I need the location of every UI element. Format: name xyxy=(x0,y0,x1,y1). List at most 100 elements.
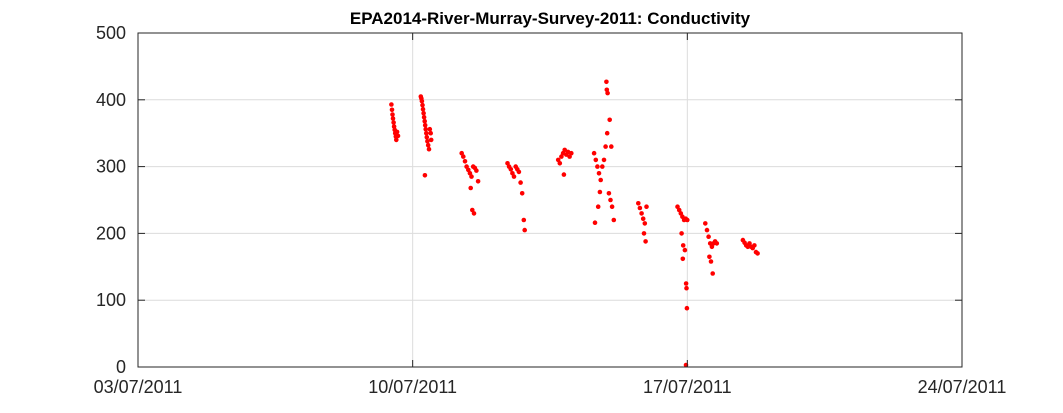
data-point xyxy=(390,116,396,121)
data-point xyxy=(609,204,615,209)
x-tick-label: 10/07/2011 xyxy=(368,377,457,397)
data-point xyxy=(604,130,610,136)
x-tick-label: 24/07/2011 xyxy=(918,377,1007,397)
plot-frame xyxy=(137,32,963,368)
data-point xyxy=(475,179,481,184)
data-point xyxy=(423,126,429,132)
data-point xyxy=(561,172,567,177)
data-point xyxy=(708,259,714,264)
data-point xyxy=(679,231,684,236)
x-tick-label: 17/07/2011 xyxy=(643,377,732,397)
data-point xyxy=(752,243,757,248)
data-point xyxy=(390,112,395,117)
data-point xyxy=(421,110,426,116)
data-point xyxy=(468,185,474,191)
data-point xyxy=(462,159,468,164)
x-tick-label: 03/07/2011 xyxy=(94,377,183,397)
data-point xyxy=(424,130,429,136)
data-point xyxy=(511,174,517,179)
data-point xyxy=(474,168,479,173)
data-point xyxy=(680,256,686,262)
data-point xyxy=(508,167,514,172)
data-point xyxy=(425,138,430,144)
data-point xyxy=(420,102,425,108)
data-point xyxy=(684,285,689,291)
data-point xyxy=(567,154,572,159)
data-point xyxy=(394,137,399,143)
data-point xyxy=(710,271,715,276)
data-point xyxy=(419,98,425,104)
data-point xyxy=(469,174,474,179)
data-point xyxy=(640,216,646,221)
data-point xyxy=(706,234,711,239)
data-point xyxy=(557,161,563,166)
data-point xyxy=(422,173,428,178)
data-point xyxy=(642,221,648,226)
grid-lines xyxy=(137,32,963,368)
data-point xyxy=(703,221,708,226)
data-point xyxy=(704,227,710,233)
chart-title: EPA2014-River-Murray-Survey-2011: Conduc… xyxy=(350,9,751,28)
data-point xyxy=(422,122,428,128)
data-point xyxy=(639,211,644,216)
data-point xyxy=(607,117,612,123)
data-point xyxy=(591,150,597,156)
data-point xyxy=(391,120,396,125)
data-point xyxy=(518,180,523,185)
data-point xyxy=(684,305,690,311)
y-tick-label: 500 xyxy=(96,23,126,43)
y-tick-label: 0 xyxy=(116,357,126,377)
data-point xyxy=(461,154,466,159)
data-point xyxy=(603,144,608,149)
data-point xyxy=(470,207,475,213)
data-point xyxy=(707,254,712,260)
data-point xyxy=(394,129,400,135)
data-point xyxy=(471,211,477,216)
data-point xyxy=(600,164,605,169)
data-point xyxy=(680,243,686,248)
y-tick-label: 100 xyxy=(96,290,126,310)
data-point xyxy=(606,191,612,196)
data-point xyxy=(422,118,428,124)
data-point xyxy=(595,204,601,209)
data-point xyxy=(420,106,426,112)
data-point xyxy=(428,137,434,143)
data-point xyxy=(611,217,617,223)
data-point xyxy=(637,205,643,211)
y-tick-label: 200 xyxy=(96,223,126,243)
data-point xyxy=(604,79,609,85)
data-point xyxy=(605,90,610,96)
data-point xyxy=(641,231,647,236)
data-point xyxy=(427,126,433,132)
data-point xyxy=(643,239,648,244)
data-point xyxy=(428,130,434,136)
data-points xyxy=(389,79,760,368)
data-point xyxy=(421,114,427,120)
axis-ticks: 03/07/2011 10/07/2011 17/07/2011 24/07/2011… xyxy=(94,23,1007,397)
data-point xyxy=(682,247,688,253)
data-point xyxy=(562,147,567,153)
data-point xyxy=(516,169,522,175)
data-point xyxy=(391,124,397,129)
data-point xyxy=(636,201,641,206)
data-point xyxy=(519,191,525,196)
data-point xyxy=(521,217,527,223)
data-point xyxy=(609,144,614,149)
data-point xyxy=(685,217,690,223)
data-point xyxy=(592,220,598,225)
data-point xyxy=(389,107,395,113)
data-point xyxy=(425,142,431,148)
y-tick-label: 300 xyxy=(96,157,126,177)
data-point xyxy=(644,204,649,209)
data-point xyxy=(597,189,603,195)
data-point xyxy=(598,177,603,183)
data-point xyxy=(593,157,599,163)
data-point xyxy=(395,133,401,139)
data-point xyxy=(595,164,600,169)
data-point xyxy=(683,281,689,286)
data-point xyxy=(601,157,607,163)
data-point xyxy=(755,251,760,256)
data-point xyxy=(707,241,713,246)
data-point xyxy=(714,241,720,246)
